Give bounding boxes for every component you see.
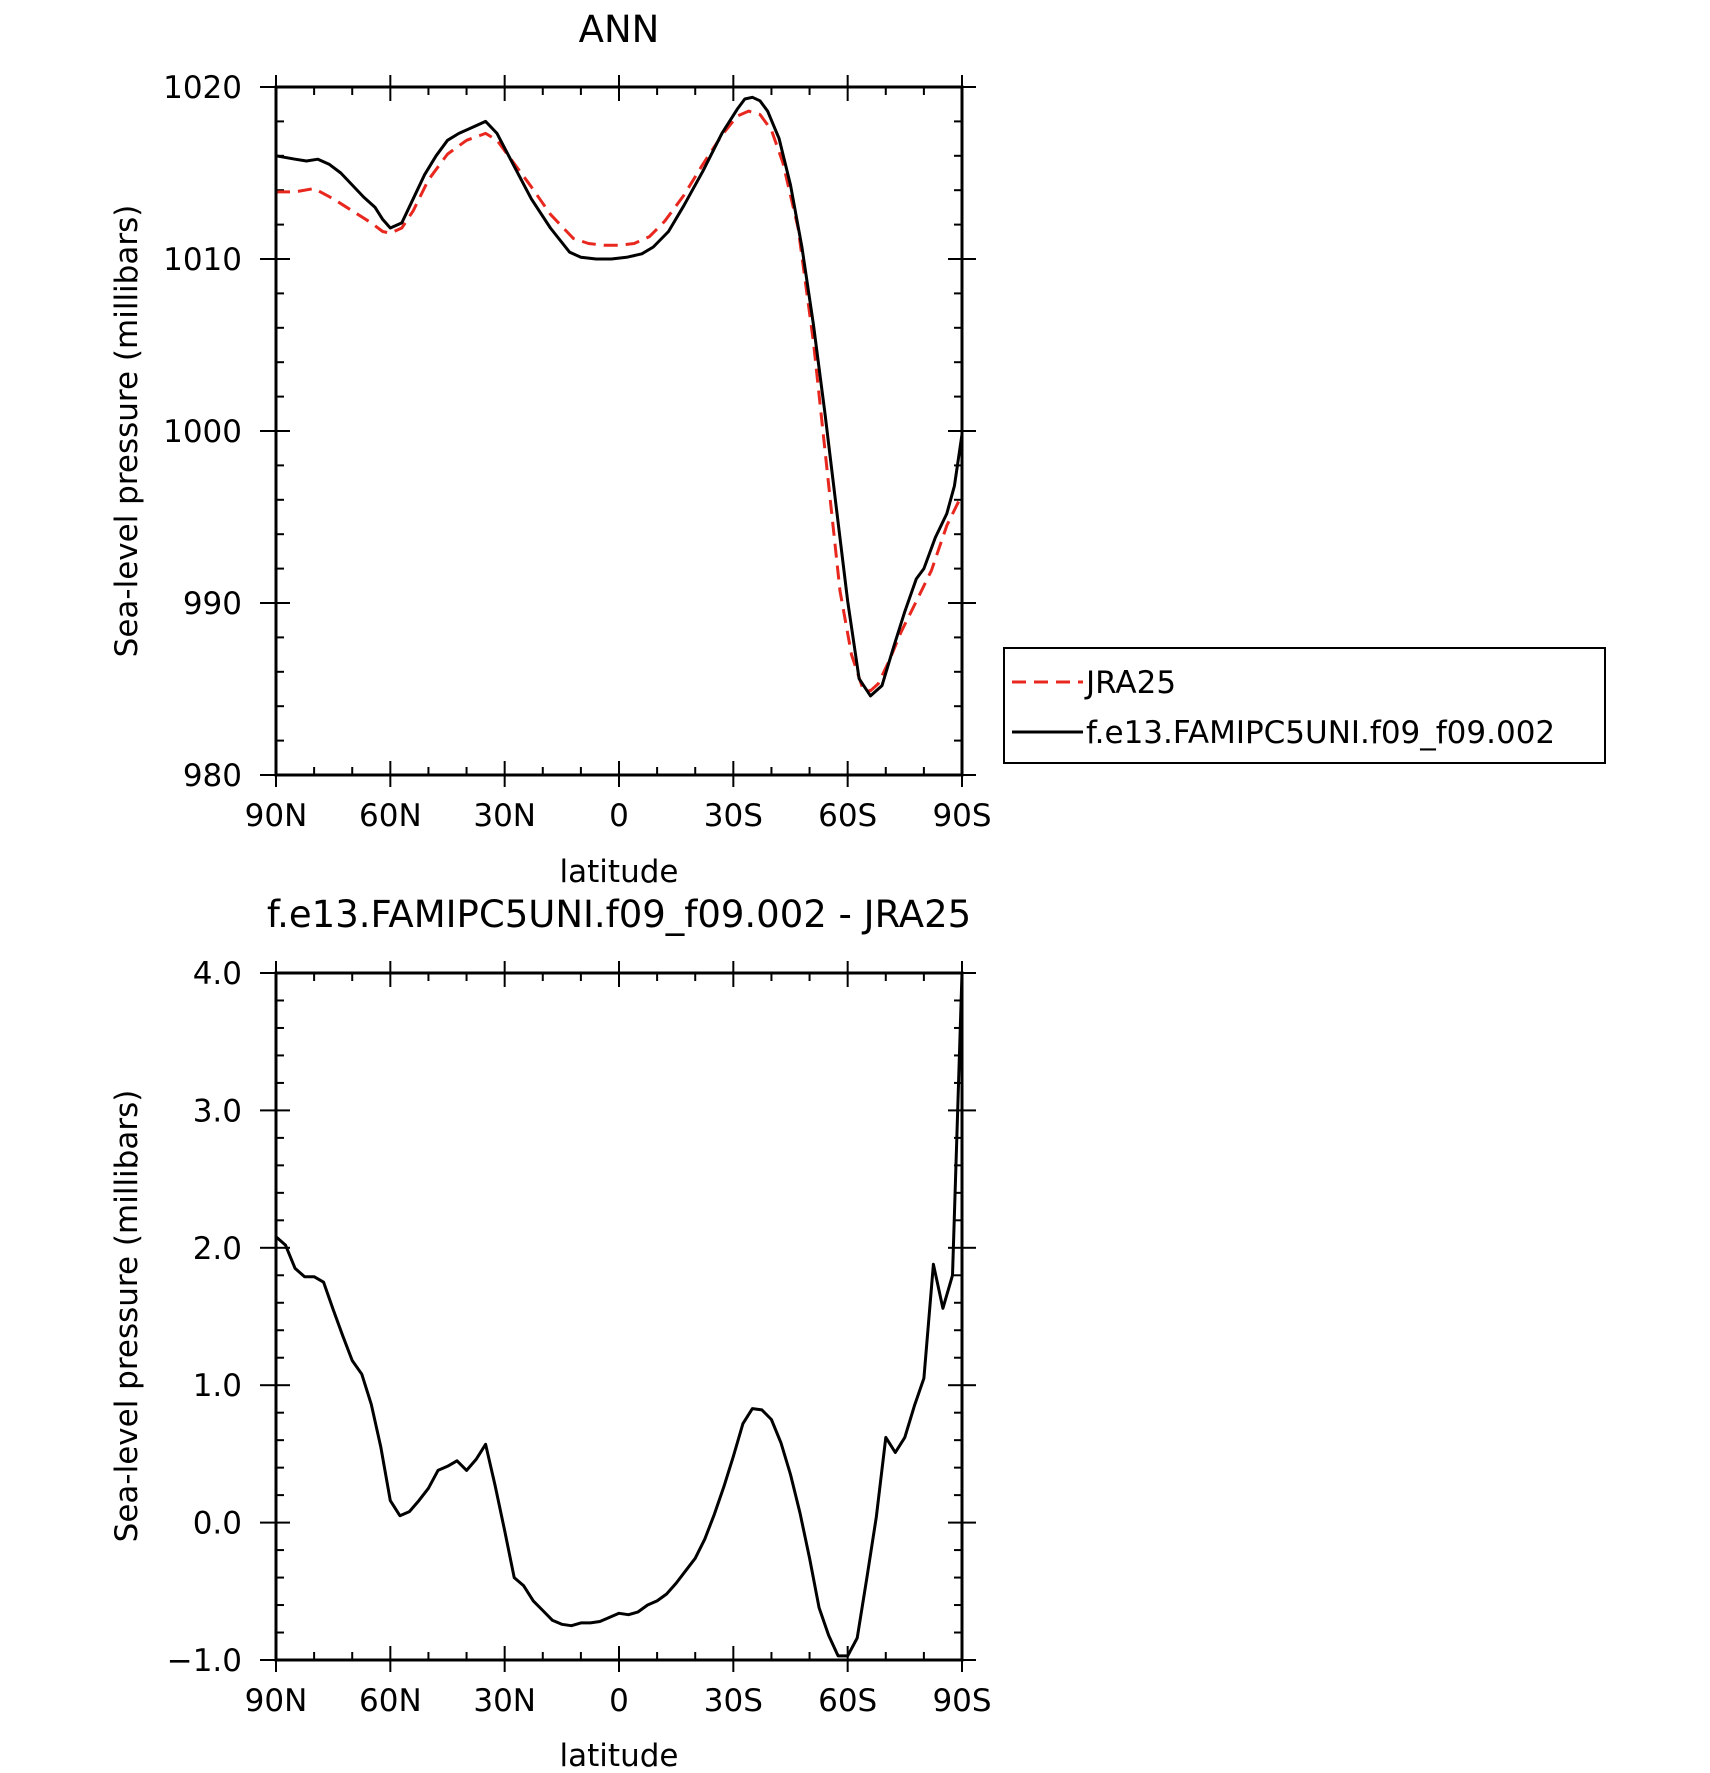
x-tick-label: 90N <box>245 798 308 834</box>
x-tick-label: 30S <box>704 798 763 834</box>
top-chart-title: ANN <box>579 8 660 51</box>
bottom-plot-frame <box>274 971 964 1662</box>
legend-label-jra25: JRA25 <box>1084 665 1176 701</box>
top-y-tick-labels: 980 990 1000 1010 1020 <box>163 70 242 794</box>
y-tick-label: 1020 <box>163 70 242 106</box>
x-tick-label: 60S <box>818 798 877 834</box>
bottom-x-tick-labels: 90N 60N 30N 0 30S 60S 90S <box>245 1683 992 1719</box>
legend-box <box>1003 647 1606 764</box>
x-tick-label: 60N <box>359 798 422 834</box>
series-line-f-e13-famipc5uni-f09-f09-002 <box>275 95 964 698</box>
y-tick-label: 980 <box>183 758 242 794</box>
bottom-x-axis-title: latitude <box>560 1738 679 1773</box>
y-tick-label: 4.0 <box>193 956 242 992</box>
bottom-y-tick-labels: −1.0 0.0 1.0 2.0 3.0 4.0 <box>167 956 242 1679</box>
y-tick-label: 3.0 <box>193 1093 242 1129</box>
series-line-difference <box>275 972 964 1658</box>
x-tick-label: 30N <box>473 1683 536 1719</box>
x-tick-label: 0 <box>609 798 629 834</box>
top-panel: ANN 90N 60N 30N 0 30S 60S 90S 980 990 1000 1010 10… <box>109 8 1606 890</box>
top-y-axis-title: Sea-level pressure (millibars) <box>109 205 145 658</box>
y-tick-label: 0.0 <box>193 1506 242 1542</box>
x-tick-label: 90N <box>245 1683 308 1719</box>
x-tick-label: 30N <box>473 798 536 834</box>
y-tick-label: 990 <box>183 586 242 622</box>
top-series-lines <box>275 95 964 698</box>
series-line-jra25 <box>276 109 964 693</box>
x-tick-label: 0 <box>609 1683 629 1719</box>
y-tick-label: 1000 <box>163 414 242 450</box>
legend-label-model: f.e13.FAMIPC5UNI.f09_f09.002 <box>1086 715 1555 751</box>
y-tick-label: −1.0 <box>167 1643 242 1679</box>
y-tick-label: 1.0 <box>193 1368 242 1404</box>
x-tick-label: 60S <box>818 1683 877 1719</box>
bottom-chart-title: f.e13.FAMIPC5UNI.f09_f09.002 - JRA25 <box>267 893 971 936</box>
top-ticks <box>260 75 976 787</box>
x-tick-label: 60N <box>359 1683 422 1719</box>
y-tick-label: 2.0 <box>193 1231 242 1267</box>
y-tick-label: 1010 <box>163 242 242 278</box>
x-tick-label: 30S <box>704 1683 763 1719</box>
legend: JRA25 f.e13.FAMIPC5UNI.f09_f09.002 <box>1003 647 1606 764</box>
top-x-axis-title: latitude <box>560 854 679 890</box>
bottom-series-lines <box>275 972 964 1658</box>
bottom-y-axis-title: Sea-level pressure (millibars) <box>109 1090 145 1543</box>
x-tick-label: 90S <box>932 798 991 834</box>
bottom-panel: f.e13.FAMIPC5UNI.f09_f09.002 - JRA25 90N… <box>109 893 992 1773</box>
x-tick-label: 90S <box>932 1683 991 1719</box>
top-plot-frame <box>274 85 964 777</box>
top-x-tick-labels: 90N 60N 30N 0 30S 60S 90S <box>245 798 992 834</box>
